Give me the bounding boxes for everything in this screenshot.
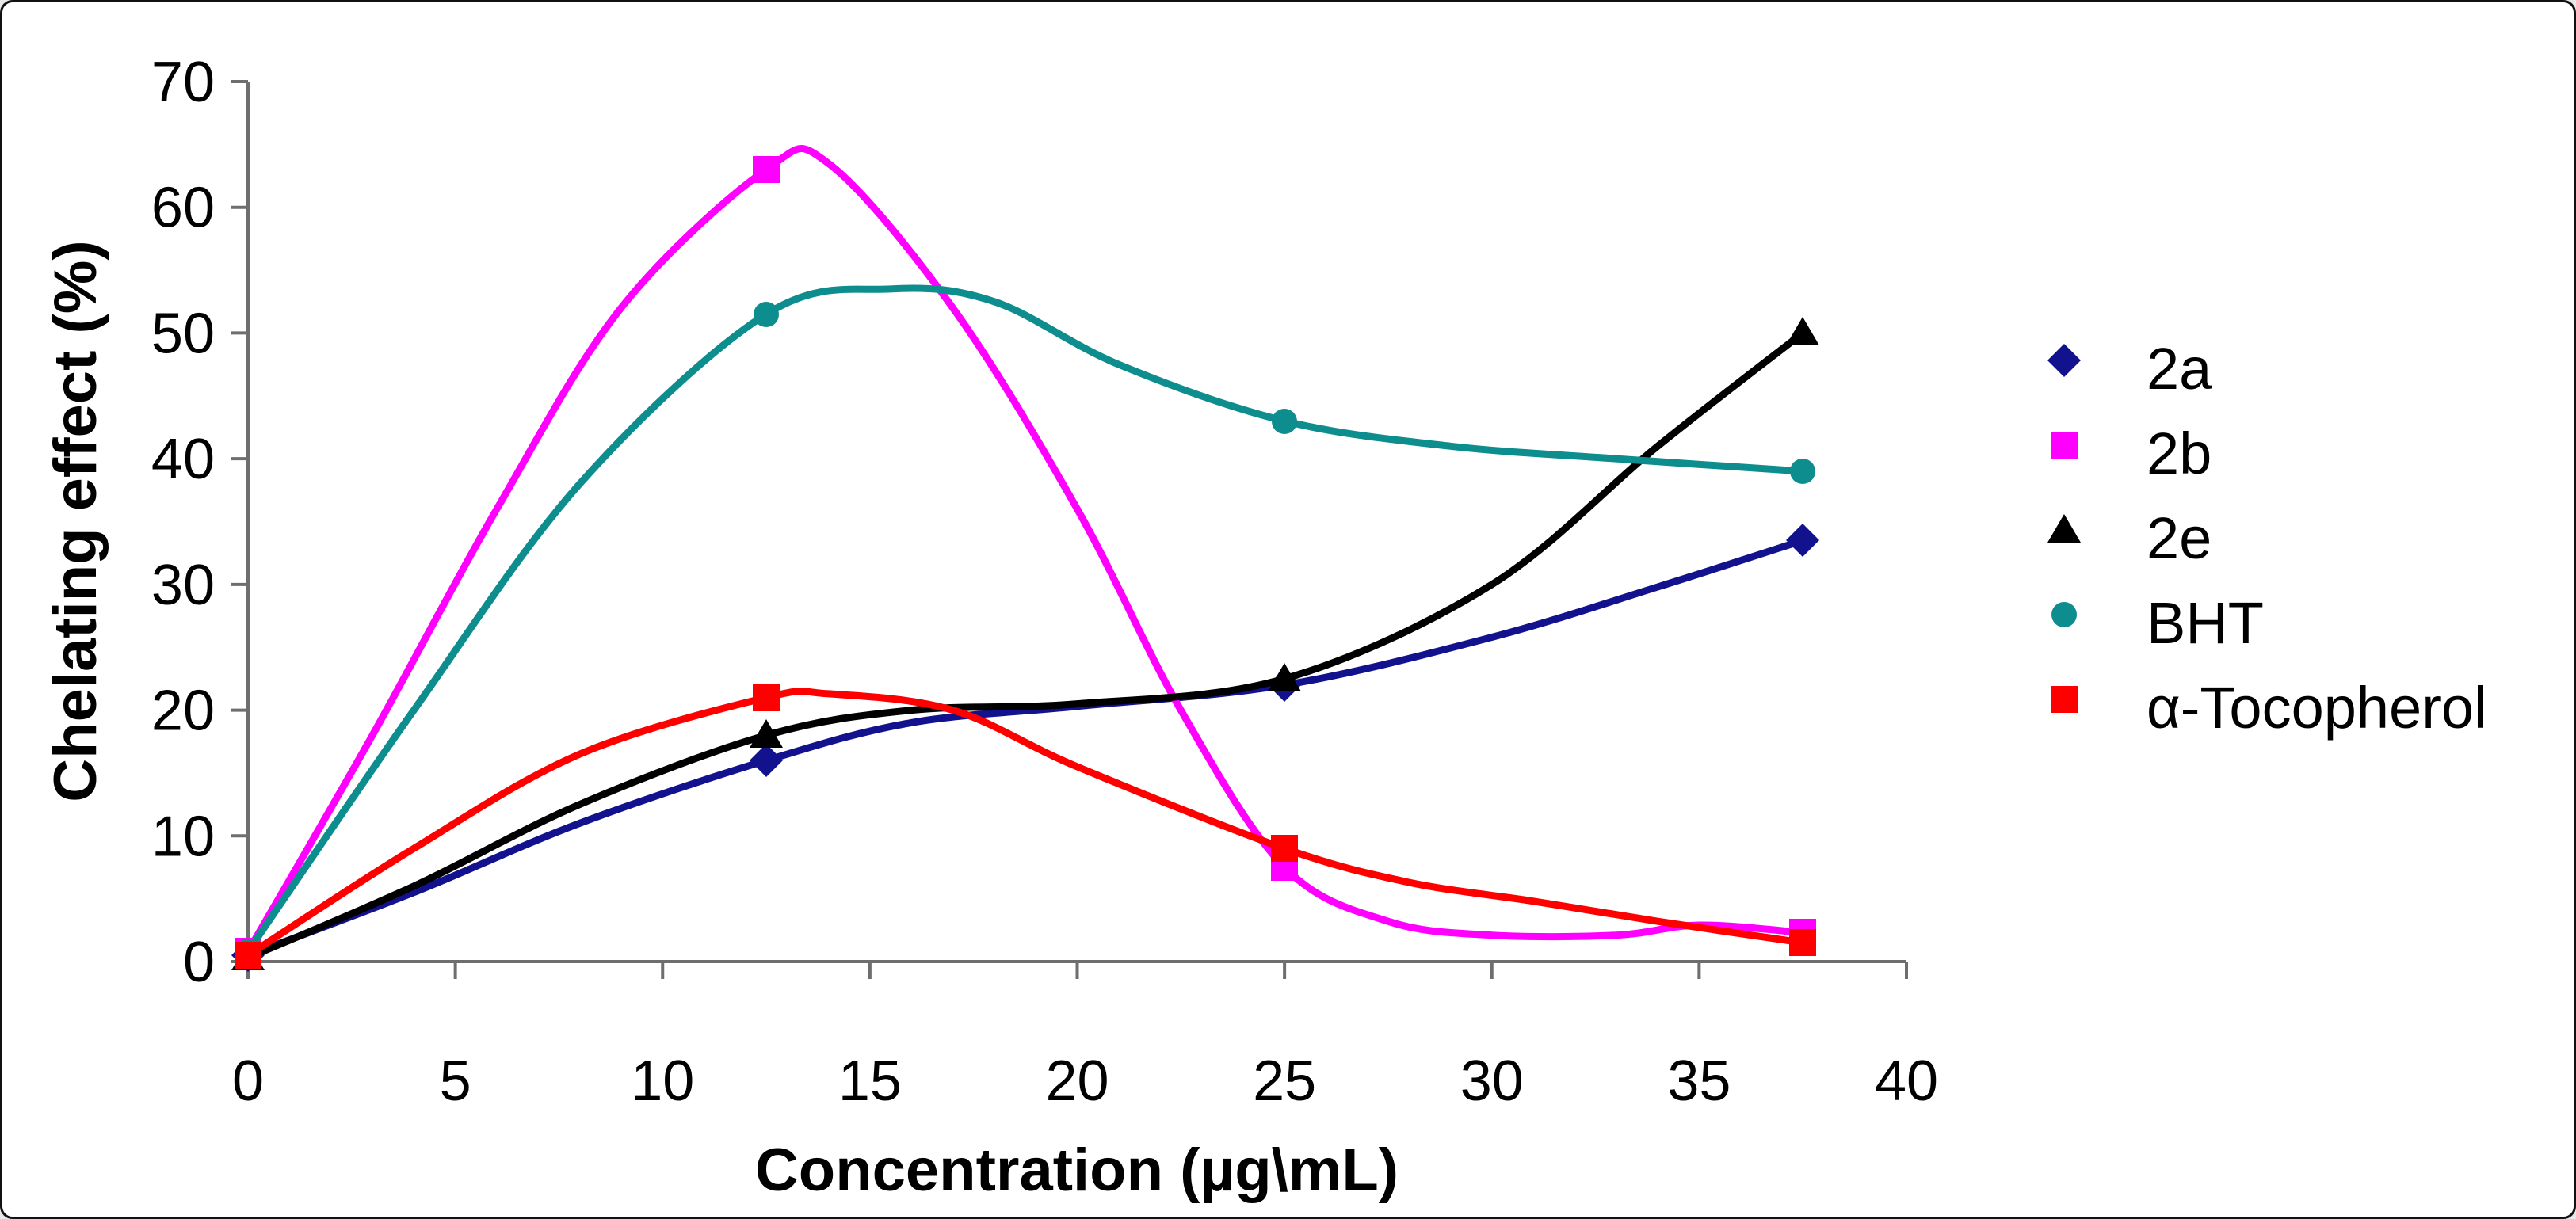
- series-line-2a: [244, 536, 1807, 959]
- series-line-2e: [244, 329, 1807, 962]
- y-axis-title: Chelating effect (%): [42, 240, 109, 802]
- point-BHT-2-circle-marker: [1272, 409, 1297, 434]
- legend-2b-square-marker: [2051, 432, 2078, 459]
- y-tick-label: 0: [183, 931, 215, 994]
- x-tick-label: 30: [1460, 1049, 1524, 1113]
- legend-α-Tocopherol-square-marker: [2051, 686, 2078, 713]
- legend-label-BHT: BHT: [2147, 590, 2264, 656]
- x-axis-title: Concentration (µg\mL): [755, 1137, 1399, 1204]
- x-tick-label: 15: [838, 1049, 902, 1113]
- point-α-Tocopherol-3-square-marker: [1789, 929, 1816, 956]
- axes: 0 10 20 30 40 50 60 70 0 5 10 15 20 25 30 35 40: [151, 51, 1938, 1113]
- legend-label-2e: 2e: [2147, 505, 2212, 571]
- point-α-Tocopherol-0-square-marker: [235, 942, 261, 969]
- series-line-α-Tocopherol: [244, 688, 1807, 959]
- x-tick-label: 40: [1875, 1049, 1938, 1113]
- y-tick-label: 50: [151, 302, 215, 365]
- legend-2e-triangle-marker: [2047, 514, 2081, 543]
- point-BHT-1-circle-marker: [754, 302, 779, 327]
- x-tick-label: 5: [440, 1049, 471, 1113]
- point-α-Tocopherol-2-square-marker: [1271, 835, 1298, 862]
- legend: 2a 2b 2e BHT α-Tocopherol: [2047, 336, 2486, 741]
- point-2a-3-diamond-marker: [1786, 524, 1819, 557]
- series-curves: [231, 145, 1819, 972]
- series-line-BHT: [244, 284, 1807, 955]
- point-α-Tocopherol-1-square-marker: [753, 684, 780, 711]
- y-tick-label: 60: [151, 177, 215, 240]
- y-tick-label: 20: [151, 680, 215, 743]
- point-2e-3-triangle-marker: [1786, 317, 1819, 345]
- x-tick-label: 35: [1667, 1049, 1731, 1113]
- y-tick-label: 70: [151, 51, 215, 114]
- point-2e-2-triangle-marker: [1268, 663, 1301, 691]
- legend-2a-diamond-marker: [2047, 344, 2081, 377]
- y-tick-label: 10: [151, 805, 215, 868]
- point-2e-1-triangle-marker: [750, 719, 783, 748]
- x-tick-label: 10: [631, 1049, 694, 1113]
- legend-label-2b: 2b: [2147, 421, 2212, 486]
- x-tick-label: 0: [232, 1049, 264, 1113]
- legend-label-2a: 2a: [2147, 336, 2212, 402]
- series-line-2b: [244, 145, 1807, 955]
- y-tick-label: 30: [151, 554, 215, 617]
- y-tick-label: 40: [151, 428, 215, 491]
- point-2a-1-diamond-marker: [750, 744, 783, 777]
- x-tick-label: 20: [1045, 1049, 1109, 1113]
- point-BHT-3-circle-marker: [1790, 459, 1815, 484]
- point-2b-1-square-marker: [753, 156, 780, 183]
- legend-label-α-Tocopherol: α-Tocopherol: [2147, 675, 2486, 741]
- legend-BHT-circle-marker: [2051, 602, 2077, 627]
- x-tick-label: 25: [1253, 1049, 1316, 1113]
